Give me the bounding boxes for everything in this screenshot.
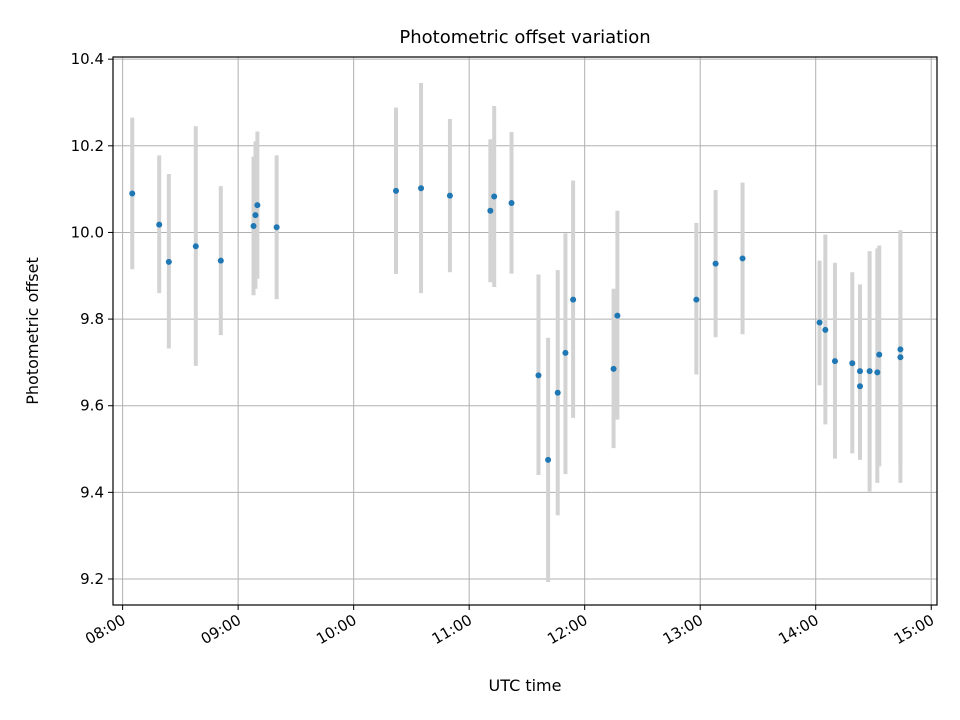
y-tick-label: 9.8 <box>80 310 104 328</box>
data-point <box>739 255 746 262</box>
data-point <box>822 326 829 333</box>
y-tick-label: 10.0 <box>71 223 104 241</box>
data-point <box>165 258 172 265</box>
data-point <box>712 260 719 267</box>
data-point <box>393 187 400 194</box>
data-point <box>156 221 163 228</box>
y-tick-label: 9.6 <box>80 397 104 415</box>
data-point <box>273 224 280 231</box>
data-point <box>897 354 904 361</box>
y-tick-label: 10.4 <box>71 50 104 68</box>
data-point <box>562 349 569 356</box>
x-axis-label: UTC time <box>489 676 562 695</box>
data-point <box>252 212 259 219</box>
data-point <box>554 389 561 396</box>
y-axis-label: Photometric offset <box>23 257 42 405</box>
data-point <box>217 257 224 264</box>
data-point <box>610 365 617 372</box>
y-tick-label: 10.2 <box>71 137 104 155</box>
data-point <box>508 199 515 206</box>
data-point <box>487 207 494 214</box>
data-point <box>856 368 863 375</box>
y-tick-label: 9.2 <box>80 570 104 588</box>
data-point <box>446 192 453 199</box>
data-point <box>849 360 856 367</box>
data-point <box>614 312 621 319</box>
y-tick-label: 9.4 <box>80 483 104 501</box>
data-point <box>535 372 542 379</box>
data-point <box>250 222 257 229</box>
data-point <box>545 456 552 463</box>
data-point <box>874 369 881 376</box>
data-point <box>876 351 883 358</box>
data-point <box>897 346 904 353</box>
data-point <box>816 319 823 326</box>
data-point <box>192 243 199 250</box>
grid-lines <box>113 57 937 605</box>
data-point <box>693 296 700 303</box>
data-point <box>491 193 498 200</box>
data-point <box>570 296 577 303</box>
data-point <box>418 185 425 192</box>
data-point <box>129 190 136 197</box>
data-points <box>129 185 904 463</box>
plot-frame <box>112 56 938 606</box>
chart-title: Photometric offset variation <box>399 27 650 48</box>
data-point <box>856 383 863 390</box>
data-point <box>831 358 838 365</box>
data-point <box>254 202 261 209</box>
data-point <box>866 368 873 375</box>
